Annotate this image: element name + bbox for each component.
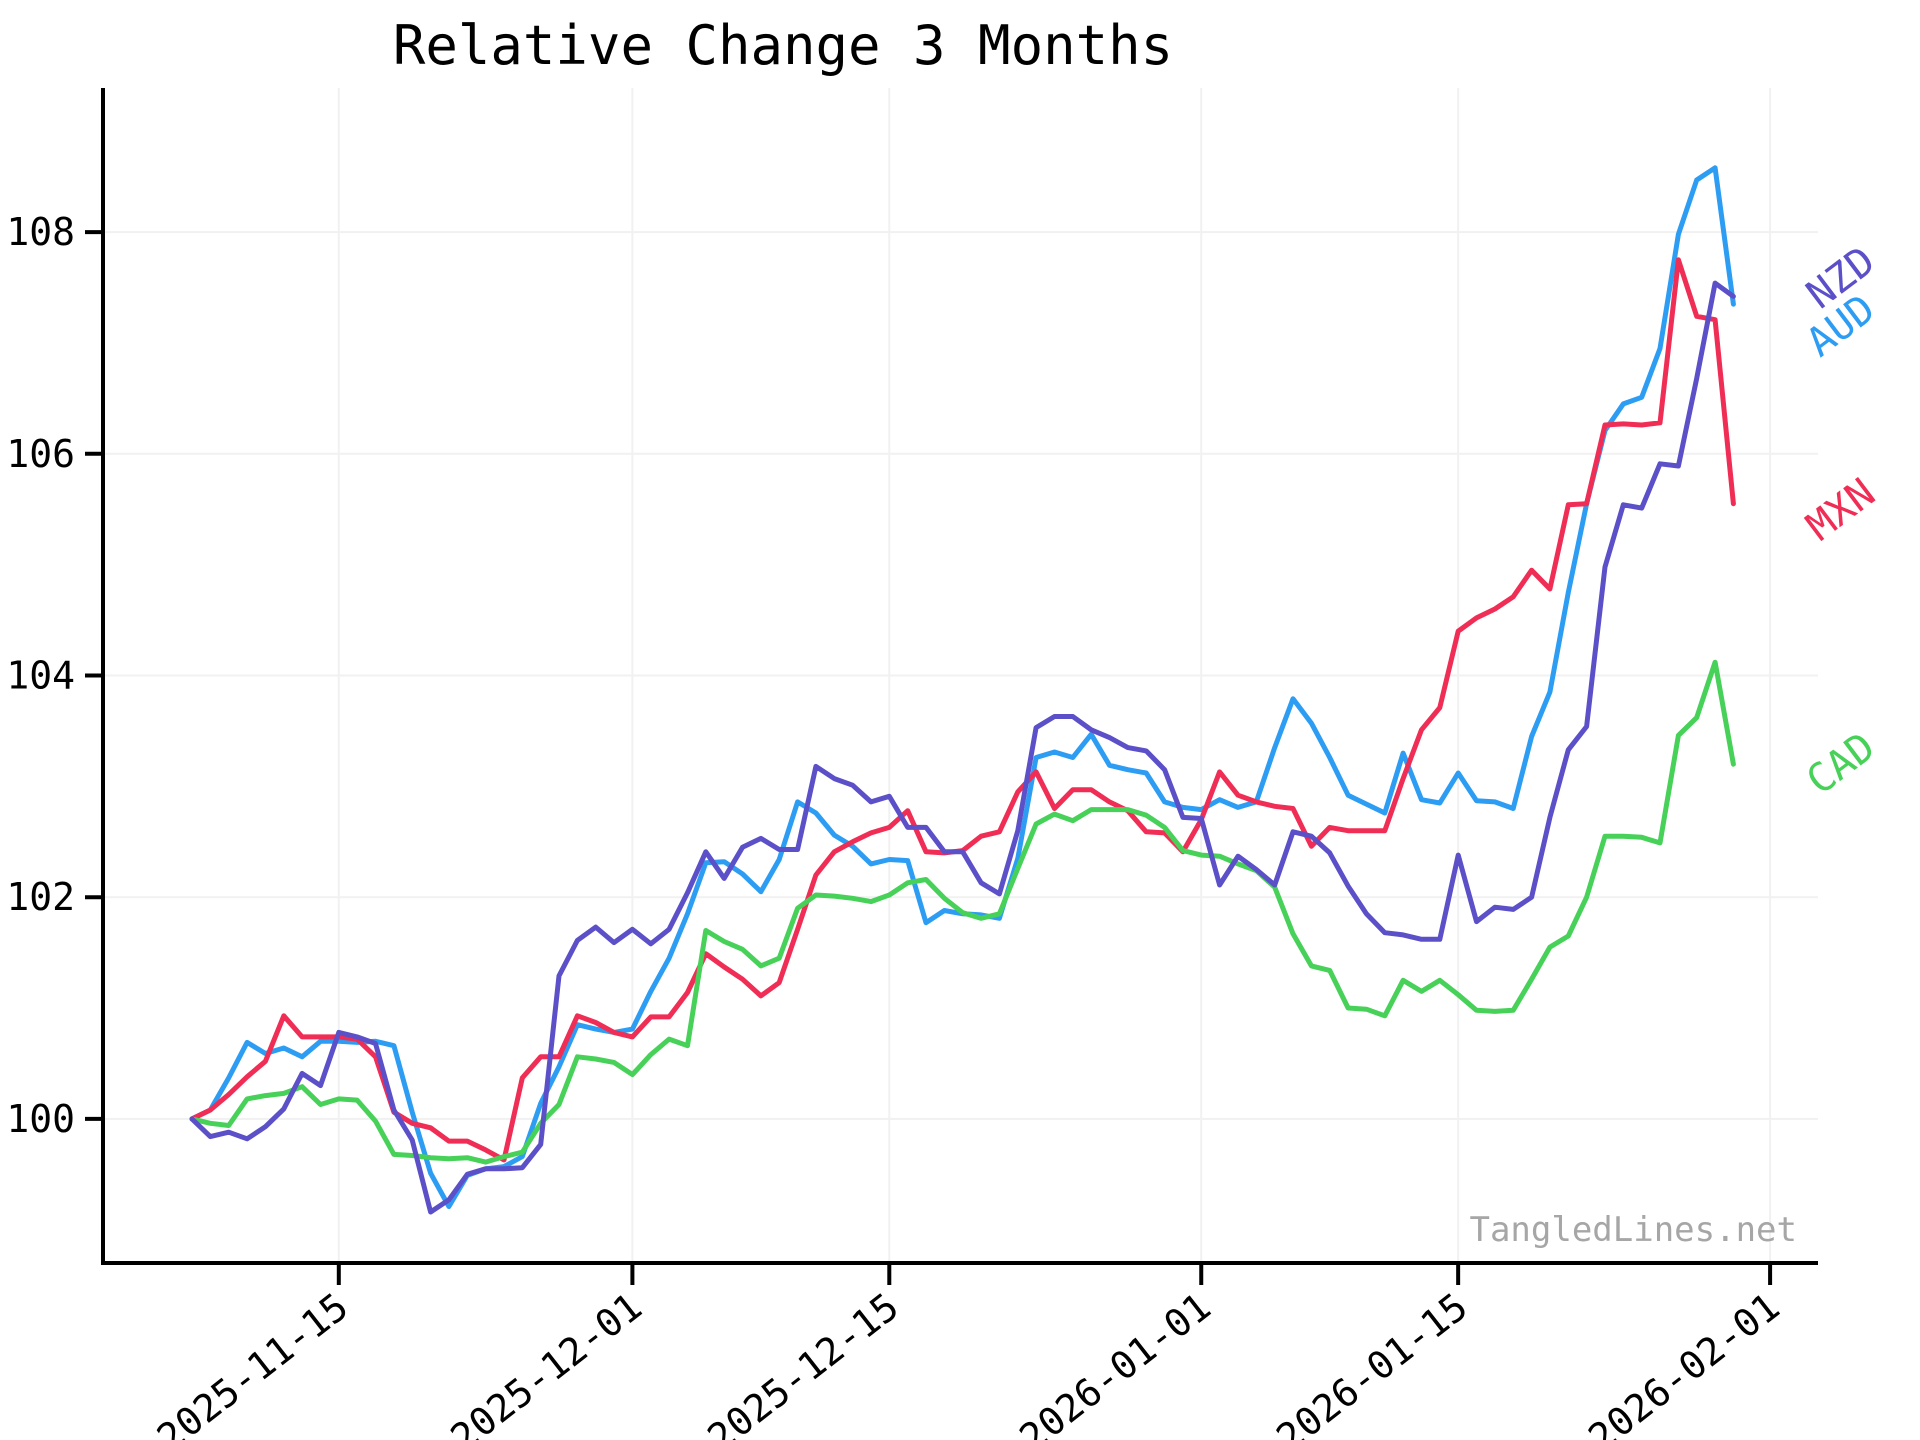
x-tick-label: 2026-01-01 [1011,1284,1218,1440]
watermark-text: TangledLines.net [1469,1210,1797,1250]
y-tick-label: 108 [6,210,75,254]
series-line-cad [189,659,1736,1165]
y-tick-label: 102 [6,875,75,919]
series-line-mxn [189,257,1736,1163]
series-line-nzd [189,280,1736,1215]
y-tick-label: 106 [6,432,75,476]
x-tick-label: 2026-02-01 [1580,1284,1787,1440]
y-tick-label: 100 [6,1097,75,1141]
x-tick-label: 2025-12-01 [443,1284,650,1440]
chart-title: Relative Change 3 Months [392,14,1174,77]
x-tick-label: 2026-01-15 [1268,1284,1475,1440]
series-line-aud [189,165,1736,1209]
x-tick-label: 2025-11-15 [149,1284,356,1440]
x-tick-label: 2025-12-15 [699,1284,906,1440]
y-tick-label: 104 [6,654,75,698]
